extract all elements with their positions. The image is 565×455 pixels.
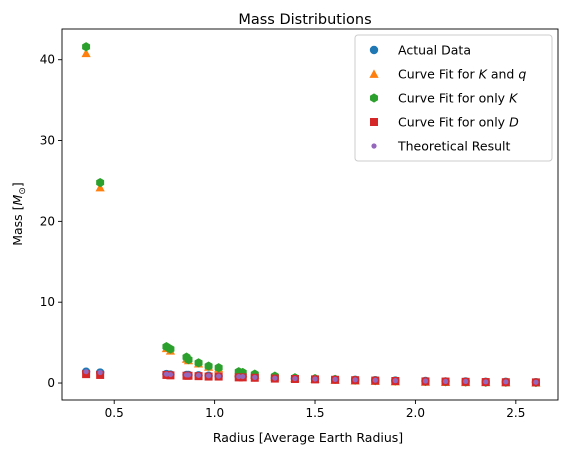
series-4-point-9 (236, 373, 242, 380)
legend-box (354, 34, 553, 162)
x-tick-label: 1.0 (205, 406, 224, 420)
legend-marker-1 (369, 69, 379, 78)
legend-label-part: K (509, 91, 519, 106)
series-2-point-3 (166, 344, 175, 354)
series-4-point-7 (205, 373, 212, 379)
legend-label-part: K (479, 67, 489, 82)
series-2-point-1 (96, 177, 105, 188)
legend-label-part: q (518, 67, 526, 82)
y-axis-label-subscript: ⊙ (18, 187, 28, 195)
plot-frame (61, 28, 559, 401)
series-4-point-3 (167, 371, 174, 378)
series-4-point-5 (185, 372, 192, 378)
legend-label-part: Actual Data (398, 43, 471, 58)
series-4 (83, 369, 539, 385)
legend-label-part: Curve Fit for (398, 67, 479, 82)
x-tick-label: 0.5 (105, 406, 124, 420)
series-4-point-23 (503, 379, 509, 385)
series-2-point-5 (184, 354, 193, 365)
y-axis: 0 10 20 30 40 (40, 53, 62, 390)
series-4-point-24 (533, 379, 539, 385)
legend-marker-3 (370, 118, 378, 126)
legend-label-part: and (487, 67, 518, 82)
series-4-point-0 (83, 369, 89, 375)
legend-marker-4 (371, 143, 377, 149)
x-tick-label: 2.5 (506, 406, 525, 420)
y-axis-label-symbol: M (10, 194, 25, 205)
series-1-point-0 (81, 48, 91, 58)
chart-title: Mass Distributions (238, 12, 371, 28)
data-marks (81, 42, 541, 388)
series-4-point-17 (372, 377, 378, 383)
series-4-point-21 (463, 378, 469, 385)
legend-label-part: Curve Fit for only (398, 115, 509, 130)
series-4-point-8 (216, 373, 222, 379)
x-axis: 0.5 1.0 1.5 2.0 2.5 (105, 400, 525, 420)
series-4-point-19 (422, 378, 429, 384)
y-tick-label: 40 (40, 53, 55, 67)
x-axis-label: Radius [Average Earth Radius] (213, 430, 403, 445)
y-tick-label: 30 (40, 134, 55, 148)
legend-label-part: D (509, 115, 519, 130)
series-4-point-11 (252, 374, 258, 380)
series-4-point-14 (312, 376, 318, 382)
x-tick-label: 1.5 (305, 406, 324, 420)
legend-label-3: Curve Fit for only D (398, 115, 519, 130)
series-4-point-15 (332, 376, 338, 382)
y-axis-label: Mass [M⊙] (10, 182, 28, 246)
series-2-point-0 (82, 42, 91, 52)
y-axis-label-main: Mass [ (10, 205, 25, 245)
series-4-point-13 (292, 375, 298, 382)
series-4-point-2 (163, 371, 170, 377)
series-2-point-7 (204, 361, 213, 371)
series-4-point-10 (240, 373, 246, 380)
series-4-point-18 (392, 378, 398, 384)
series-4-point-6 (195, 372, 202, 378)
x-tick-label: 2.0 (406, 406, 425, 420)
series-4-point-16 (352, 377, 358, 383)
y-tick-label: 10 (40, 295, 55, 309)
series-4-point-1 (97, 369, 103, 376)
legend-label-2: Curve Fit for only K (398, 91, 519, 106)
legend-label-1: Curve Fit for K and q (398, 67, 526, 82)
series-0 (81, 367, 541, 387)
legend-marker-0 (369, 45, 379, 55)
series-2-point-6 (194, 358, 203, 368)
series-4-point-22 (483, 379, 489, 385)
y-axis-label-close: ] (10, 182, 25, 187)
legend-marker-2 (370, 93, 378, 103)
legend-label-0: Actual Data (398, 43, 471, 58)
legend-label-part: Theoretical Result (397, 139, 511, 154)
legend-label-4: Theoretical Result (397, 139, 511, 154)
legend-label-part: Curve Fit for only (398, 91, 509, 106)
y-tick-label: 0 (47, 376, 55, 390)
y-tick-label: 20 (40, 214, 55, 228)
series-4-point-12 (272, 375, 278, 381)
series-2-point-8 (214, 363, 223, 373)
series-4-point-20 (442, 378, 449, 385)
